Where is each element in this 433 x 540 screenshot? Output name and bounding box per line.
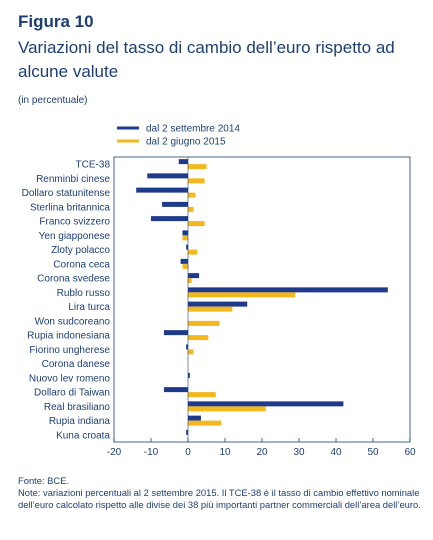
bar-1-7	[186, 244, 188, 250]
category-label-9: Corona svedese	[37, 274, 110, 285]
bar-2-11	[188, 306, 233, 312]
category-label-18: Real brasiliano	[44, 402, 111, 413]
bar-1-2	[147, 173, 188, 179]
bar-1-19	[188, 415, 201, 421]
bar-2-10	[188, 292, 296, 298]
category-label-3: Dollaro statunitense	[22, 188, 111, 199]
unit-label: (in percentuale)	[18, 95, 88, 106]
category-label-20: Kuna croata	[56, 430, 110, 441]
category-label-13: Rupia indonesiana	[27, 331, 110, 342]
x-tick-label-2: -10	[144, 447, 159, 458]
bar-2-4	[188, 206, 194, 212]
category-labels: TCE-38 Renminbi cinese Dollaro statunitens…	[22, 160, 111, 442]
bar-2-18	[188, 406, 266, 412]
category-label-10: Rublo russo	[57, 288, 111, 299]
figure-notes: Fonte: BCE. Note: variazioni percentuali…	[18, 475, 423, 510]
category-label-8: Corona ceca	[53, 259, 110, 270]
bar-1-1	[178, 159, 188, 165]
bar-2-17	[188, 392, 216, 398]
category-label-12: Won sudcoreano	[35, 316, 111, 327]
bar-2-5	[188, 221, 205, 227]
category-label-4: Sterlina britannica	[30, 202, 110, 213]
bar-1-5	[151, 216, 188, 222]
bars-layer	[136, 157, 388, 442]
x-axis: -20 -10 0 10 20 30 40 50 60	[107, 438, 416, 458]
x-tick-label-4: 10	[219, 447, 231, 458]
bar-1-10	[188, 287, 388, 293]
bar-2-6	[182, 235, 188, 241]
bar-2-2	[188, 178, 205, 184]
bar-2-14	[188, 349, 194, 355]
legend-label-1: dal 2 settembre 2014	[146, 124, 240, 135]
category-label-7: Zloty polacco	[51, 245, 110, 256]
plot-frame	[113, 156, 411, 443]
x-tick-label-8: 50	[367, 447, 379, 458]
bar-1-9	[188, 273, 200, 279]
bar-1-18	[188, 401, 344, 407]
bar-1-8	[180, 258, 188, 264]
bar-1-16	[188, 372, 190, 378]
category-label-17: Dollaro di Taiwan	[34, 388, 110, 399]
bar-1-6	[182, 230, 188, 236]
category-label-19: Rupia indiana	[49, 416, 111, 427]
x-tick-label-9: 60	[404, 447, 416, 458]
bar-2-1	[188, 164, 207, 170]
bar-2-12	[188, 320, 220, 326]
x-tick-label-7: 40	[330, 447, 342, 458]
category-label-15: Corona danese	[42, 359, 111, 370]
category-label-14: Fiorino ungherese	[29, 345, 110, 356]
legend-label-2: dal 2 giugno 2015	[146, 137, 226, 148]
bar-1-14	[186, 344, 188, 350]
bar-2-19	[188, 420, 222, 426]
bar-2-8	[182, 263, 188, 269]
bar-chart: dal 2 settembre 2014 dal 2 giugno 2015 TC…	[22, 124, 416, 459]
bar-1-3	[136, 187, 188, 193]
x-tick-label-1: -20	[107, 447, 122, 458]
bar-1-13	[163, 330, 188, 336]
bar-2-7	[188, 249, 198, 255]
category-label-2: Renminbi cinese	[36, 174, 110, 185]
source-text: Fonte: BCE.	[18, 475, 70, 486]
note-text: Note: variazioni percentuali al 2 settem…	[18, 486, 421, 510]
bar-1-20	[186, 429, 188, 435]
bar-2-3	[188, 192, 196, 198]
category-label-5: Franco svizzero	[39, 217, 110, 228]
category-label-11: Lira turca	[68, 302, 110, 313]
category-label-16: Nuovo lev romeno	[29, 373, 111, 384]
x-tick-label-5: 20	[256, 447, 268, 458]
bar-1-11	[188, 301, 248, 307]
x-tick-label-3: 0	[185, 447, 191, 458]
figure-title: Variazioni del tasso di cambio dell’euro…	[18, 38, 395, 81]
x-tick-label-6: 30	[293, 447, 305, 458]
figure-number: Figura 10	[18, 12, 94, 31]
bar-2-9	[188, 278, 192, 284]
bar-2-13	[188, 335, 209, 341]
bar-1-17	[163, 387, 188, 393]
category-label-6: Yen giapponese	[39, 231, 111, 242]
chart-legend: dal 2 settembre 2014 dal 2 giugno 2015	[117, 124, 240, 148]
category-label-1: TCE-38	[76, 160, 111, 171]
bar-1-4	[162, 201, 188, 207]
